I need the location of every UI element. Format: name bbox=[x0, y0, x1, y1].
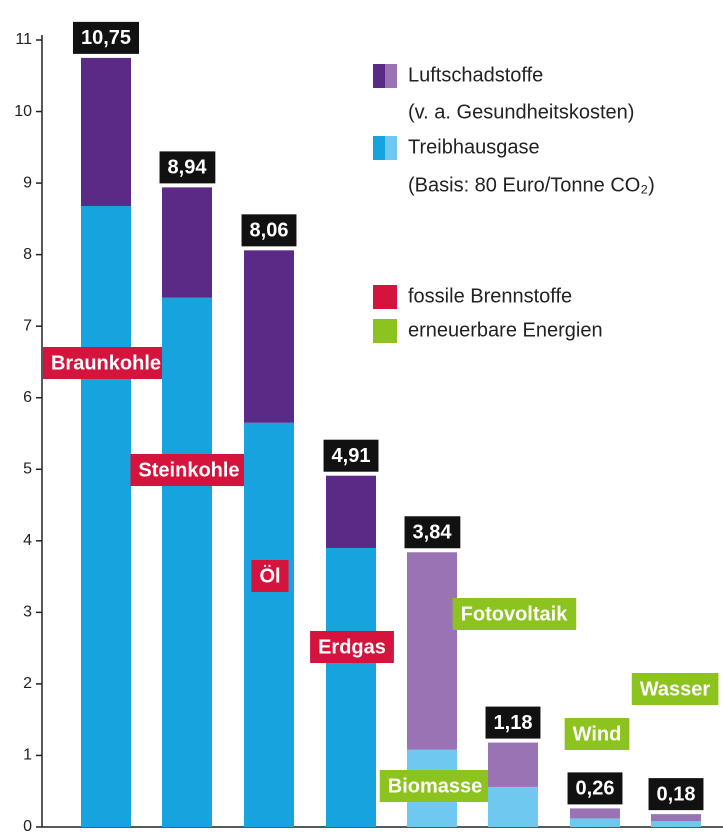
category-label: Steinkohle bbox=[138, 459, 239, 481]
legend-label: fossile Brennstoffe bbox=[408, 285, 572, 307]
category-label: Fotovoltaik bbox=[461, 603, 569, 625]
y-tick-label: 9 bbox=[23, 174, 32, 191]
total-label-box bbox=[567, 772, 623, 805]
y-tick-label: 4 bbox=[23, 532, 32, 549]
bar-segment bbox=[651, 821, 701, 827]
total-label-box bbox=[159, 151, 216, 184]
category-label: Wasser bbox=[640, 678, 711, 700]
legend-swatch bbox=[385, 136, 397, 160]
y-tick-label: 6 bbox=[23, 389, 32, 406]
category-label: Wind bbox=[573, 723, 622, 745]
total-label: 10,75 bbox=[81, 27, 131, 49]
total-label: 0,26 bbox=[576, 778, 615, 800]
legend-label: Luftschadstoffe bbox=[408, 64, 543, 86]
total-label-box bbox=[404, 516, 461, 549]
legend-swatch bbox=[373, 285, 397, 309]
bar-segment bbox=[81, 205, 131, 827]
bar-segment bbox=[162, 297, 212, 828]
legend-note: (Basis: 80 Euro/Tonne CO₂) bbox=[408, 174, 655, 196]
y-tick-label: 8 bbox=[23, 246, 32, 263]
legend-label: erneuerbare Energien bbox=[408, 319, 603, 341]
category-label: Braunkohle bbox=[51, 352, 161, 374]
category-label-box bbox=[564, 718, 630, 750]
total-label: 1,18 bbox=[494, 712, 533, 734]
y-tick-label: 1 bbox=[23, 747, 32, 764]
bar-segment bbox=[407, 552, 457, 750]
total-label: 8,94 bbox=[168, 157, 208, 179]
bar-segment bbox=[81, 57, 131, 206]
category-label-box bbox=[452, 598, 577, 630]
category-label-box bbox=[310, 631, 394, 663]
category-label-box bbox=[130, 454, 248, 486]
legend-label: Treibhausgase bbox=[408, 136, 540, 158]
y-tick-label: 3 bbox=[23, 604, 32, 621]
y-tick-label: 2 bbox=[23, 675, 32, 692]
bar-segment bbox=[162, 187, 212, 298]
category-label-box bbox=[251, 560, 289, 592]
category-label: Öl bbox=[259, 564, 280, 587]
bar-segment bbox=[570, 818, 620, 827]
category-label: Biomasse bbox=[388, 775, 483, 797]
total-label-box bbox=[241, 214, 297, 247]
total-label: 3,84 bbox=[413, 522, 453, 544]
category-label: Erdgas bbox=[318, 636, 386, 658]
y-tick-label: 5 bbox=[23, 460, 32, 477]
total-label: 4,91 bbox=[332, 445, 371, 467]
bar-segment bbox=[326, 475, 376, 548]
bar-segment bbox=[651, 814, 701, 822]
bar-segment bbox=[244, 422, 294, 827]
total-label-box bbox=[648, 778, 704, 811]
total-label: 0,18 bbox=[657, 783, 696, 805]
legend-swatch bbox=[373, 136, 385, 160]
y-tick-label: 11 bbox=[15, 31, 32, 48]
legend-note: (v. a. Gesundheitskosten) bbox=[408, 101, 634, 123]
category-label-box bbox=[42, 347, 170, 379]
legend-swatch bbox=[373, 64, 385, 88]
y-tick-label: 10 bbox=[14, 103, 32, 120]
bar-segment bbox=[488, 742, 538, 787]
category-label-box bbox=[631, 673, 719, 705]
bar-segment bbox=[244, 250, 294, 423]
total-label-box bbox=[485, 706, 541, 739]
bar-segment bbox=[326, 547, 376, 827]
bar-segment bbox=[488, 786, 538, 827]
bar-segment bbox=[570, 808, 620, 819]
legend-swatch bbox=[385, 64, 397, 88]
category-label-box bbox=[379, 770, 491, 802]
legend-swatch bbox=[373, 319, 397, 343]
total-label-box bbox=[323, 439, 379, 472]
y-tick-label: 0 bbox=[23, 818, 32, 834]
y-tick-label: 7 bbox=[23, 317, 32, 334]
total-label: 8,06 bbox=[250, 220, 289, 242]
total-label-box bbox=[72, 21, 140, 54]
